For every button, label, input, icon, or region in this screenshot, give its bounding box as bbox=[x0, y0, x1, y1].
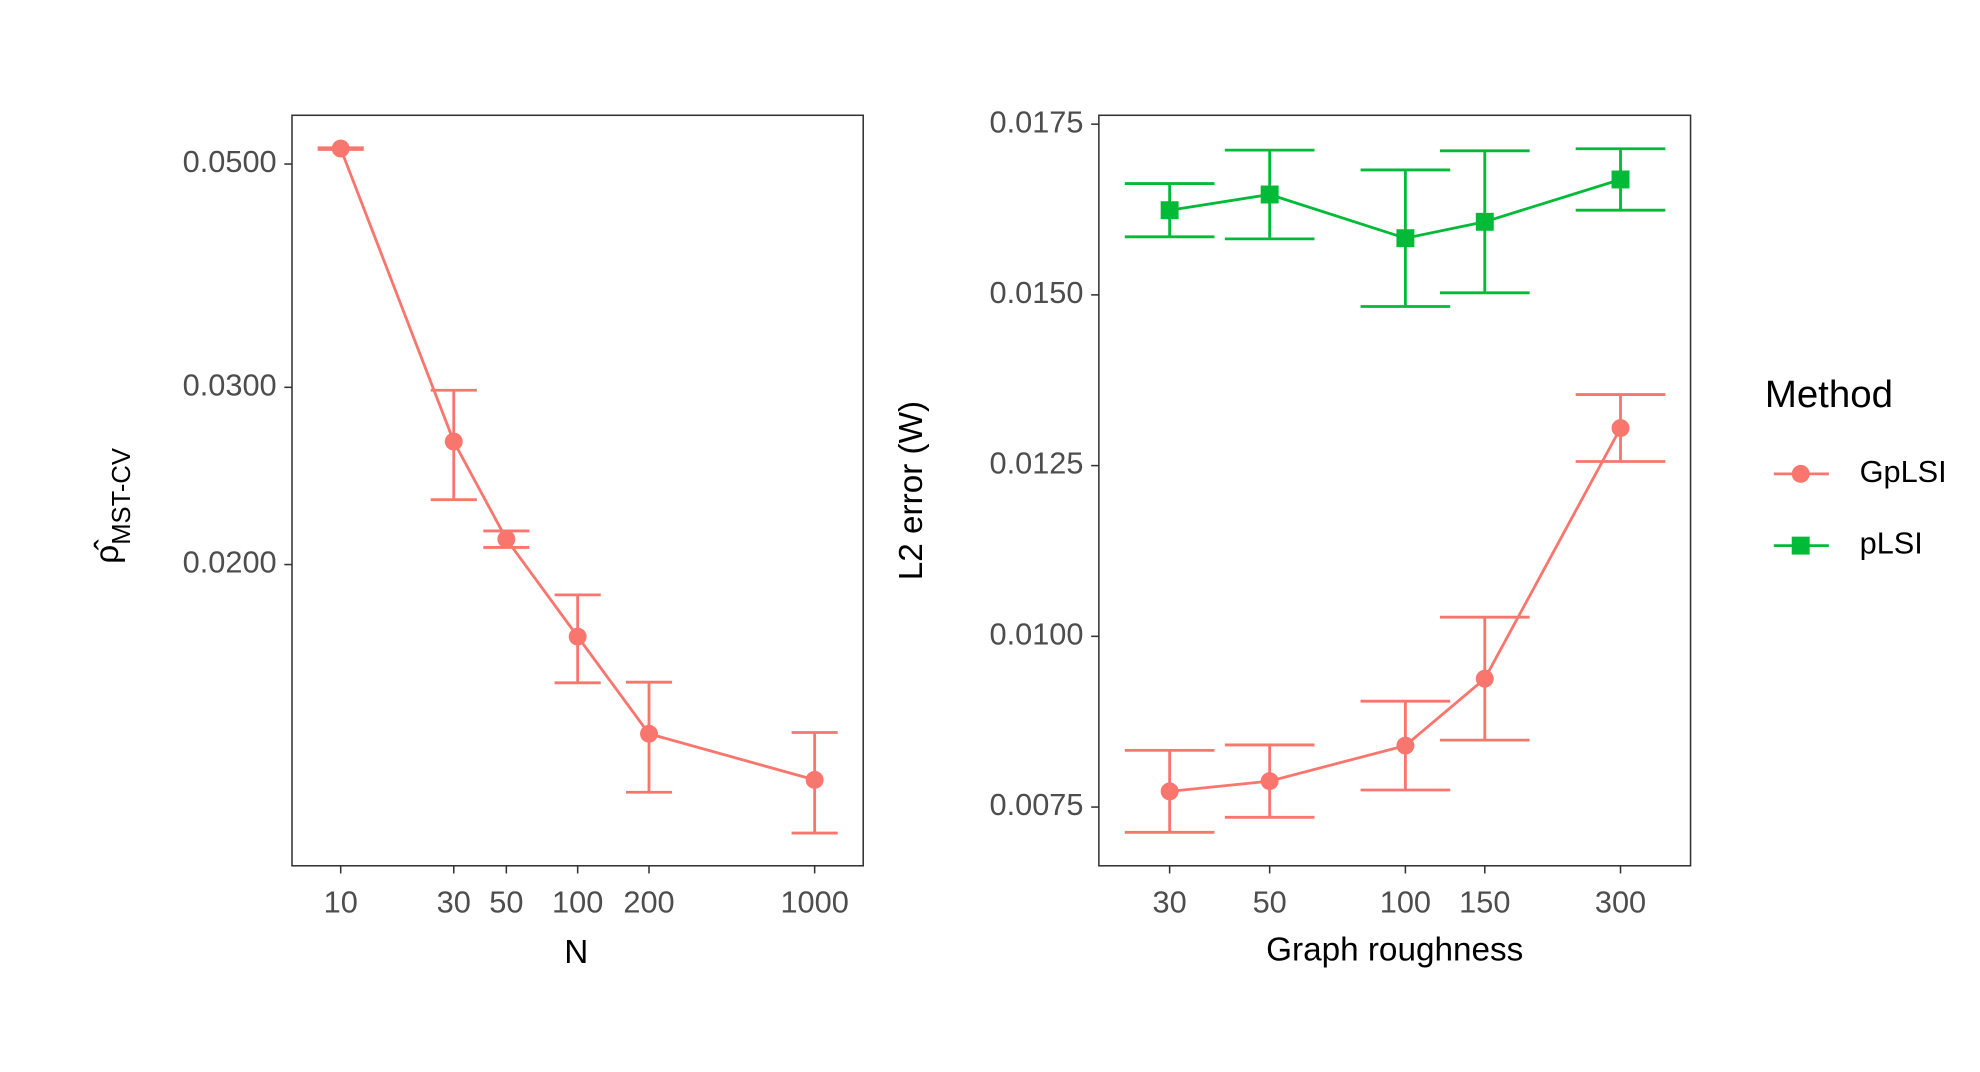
y-tick-label: 0.0125 bbox=[990, 446, 1084, 481]
x-tick-label: 30 bbox=[437, 884, 471, 919]
y-axis-title-subscript: MST-CV bbox=[108, 448, 136, 545]
y-tick-label: 0.0100 bbox=[990, 616, 1084, 651]
x-axis-title: Graph roughness bbox=[1266, 931, 1523, 968]
x-tick-label: 30 bbox=[1153, 884, 1187, 919]
point bbox=[568, 627, 587, 646]
point bbox=[331, 139, 350, 158]
x-axis-title: N bbox=[564, 934, 588, 971]
y-tick-label: 0.0075 bbox=[990, 787, 1084, 822]
y-tick-label: 0.0175 bbox=[990, 104, 1084, 139]
x-tick-label: 1000 bbox=[780, 884, 848, 919]
x-tick-label: 100 bbox=[552, 884, 603, 919]
point bbox=[1260, 772, 1279, 791]
series-line bbox=[339, 148, 816, 782]
panel-border bbox=[1098, 114, 1692, 867]
y-tick-label: 0.0150 bbox=[990, 275, 1084, 310]
y-axis-title: ρ̂MST-CV bbox=[89, 448, 136, 564]
x-tick-label: 150 bbox=[1459, 884, 1510, 919]
x-tick-label: 100 bbox=[1380, 884, 1431, 919]
y-tick-label: 0.0300 bbox=[183, 367, 277, 402]
point bbox=[1160, 782, 1179, 801]
legend-marker bbox=[1791, 536, 1810, 555]
point bbox=[1475, 212, 1494, 231]
point bbox=[1396, 229, 1415, 248]
x-tick-label: 10 bbox=[324, 884, 358, 919]
point bbox=[1260, 185, 1279, 204]
legend-label: pLSI bbox=[1860, 526, 1923, 561]
y-axis-title: L2 error (W) bbox=[893, 401, 930, 580]
point bbox=[640, 724, 658, 743]
y-tick-label: 0.0500 bbox=[183, 144, 277, 179]
legend-label: GpLSI bbox=[1860, 454, 1947, 489]
point bbox=[1611, 419, 1630, 438]
point bbox=[497, 530, 516, 549]
y-tick-label: 0.0200 bbox=[183, 545, 277, 580]
x-tick-label: 50 bbox=[489, 884, 523, 919]
legend-title: Method bbox=[1765, 373, 1893, 416]
legend-marker bbox=[1791, 464, 1810, 483]
point bbox=[1396, 736, 1415, 755]
x-tick-label: 300 bbox=[1595, 884, 1646, 919]
point bbox=[1475, 669, 1494, 688]
point bbox=[1160, 201, 1179, 220]
point bbox=[1611, 170, 1630, 189]
x-tick-label: 200 bbox=[623, 884, 674, 919]
x-tick-label: 50 bbox=[1253, 884, 1287, 919]
point bbox=[805, 770, 824, 789]
point bbox=[444, 432, 463, 451]
